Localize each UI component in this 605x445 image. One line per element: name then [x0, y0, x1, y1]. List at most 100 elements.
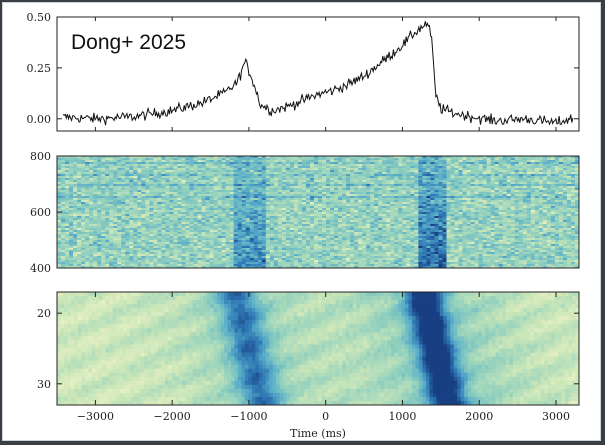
waterfall-cell: [334, 166, 339, 169]
waterfall-cell: [354, 196, 359, 199]
waterfall-cell: [205, 160, 210, 163]
waterfall-cell: [346, 160, 351, 163]
waterfall-cell: [97, 168, 102, 171]
waterfall-cell: [61, 172, 66, 175]
waterfall-cell: [169, 198, 174, 201]
waterfall-cell: [482, 174, 488, 177]
waterfall-cell: [189, 210, 194, 213]
waterfall-cell: [410, 198, 415, 201]
waterfall-cell: [478, 184, 484, 187]
waterfall-cell: [454, 202, 459, 205]
waterfall-cell: [313, 196, 319, 199]
waterfall-cell: [69, 214, 74, 217]
waterfall-cell: [129, 176, 134, 179]
waterfall-cell: [277, 164, 283, 167]
waterfall-cell: [161, 178, 166, 181]
waterfall-cell: [173, 170, 178, 173]
waterfall-cell: [538, 206, 544, 209]
waterfall-cell: [133, 208, 138, 211]
waterfall-cell: [430, 208, 435, 211]
waterfall-cell: [97, 180, 102, 183]
waterfall-cell: [281, 158, 287, 161]
waterfall-cell: [366, 164, 371, 167]
waterfall-cell: [209, 186, 214, 189]
waterfall-cell: [414, 206, 419, 209]
waterfall-cell: [89, 192, 94, 195]
waterfall-cell: [390, 200, 395, 203]
waterfall-cell: [350, 176, 355, 179]
waterfall-cell: [542, 190, 548, 193]
waterfall-cell: [313, 190, 319, 193]
waterfall-cell: [281, 192, 287, 195]
waterfall-cell: [538, 208, 544, 211]
waterfall-cell: [534, 158, 540, 161]
waterfall-cell: [466, 200, 471, 203]
waterfall-cell: [518, 204, 524, 207]
waterfall-cell: [414, 184, 419, 187]
waterfall-cell: [157, 174, 162, 177]
waterfall-cell: [217, 184, 223, 187]
waterfall-cell: [213, 188, 219, 191]
waterfall-cell: [117, 190, 122, 193]
waterfall-cell: [318, 208, 323, 211]
waterfall-cell: [330, 168, 335, 171]
waterfall-cell: [93, 186, 98, 189]
waterfall-cell: [309, 180, 315, 183]
waterfall-cell: [458, 190, 463, 193]
waterfall-cell: [574, 168, 580, 171]
waterfall-cell: [326, 212, 331, 215]
waterfall-cell: [169, 168, 174, 171]
waterfall-cell: [538, 190, 544, 193]
waterfall-cell: [65, 164, 70, 167]
waterfall-cell: [81, 190, 86, 193]
waterfall-cell: [125, 184, 130, 187]
waterfall-cell: [109, 176, 114, 179]
waterfall-cell: [494, 172, 500, 175]
waterfall-cell: [466, 180, 471, 183]
waterfall-cell: [518, 184, 524, 187]
waterfall-cell: [73, 166, 78, 169]
waterfall-cell: [293, 206, 299, 209]
waterfall-cell: [546, 174, 552, 177]
waterfall-cell: [438, 202, 443, 205]
waterfall-cell: [434, 198, 439, 201]
waterfall-cell: [322, 184, 327, 187]
waterfall-cell: [225, 192, 231, 195]
waterfall-cell: [265, 198, 271, 201]
waterfall-cell: [350, 168, 355, 171]
waterfall-cell: [558, 170, 564, 173]
waterfall-cell: [470, 198, 475, 201]
waterfall-cell: [414, 180, 419, 183]
waterfall-cell: [77, 194, 82, 197]
waterfall-cell: [438, 158, 443, 161]
waterfall-cell: [305, 162, 311, 165]
waterfall-cell: [386, 164, 391, 167]
waterfall-cell: [145, 204, 150, 207]
waterfall-cell: [133, 172, 138, 175]
waterfall-cell: [77, 200, 82, 203]
waterfall-cell: [313, 180, 319, 183]
waterfall-cell: [354, 156, 359, 159]
waterfall-cell: [121, 196, 126, 199]
waterfall-cell: [510, 182, 516, 185]
waterfall-cell: [177, 166, 182, 169]
waterfall-cell: [474, 170, 480, 173]
waterfall-cell: [165, 184, 170, 187]
waterfall-cell: [73, 198, 78, 201]
waterfall-cell: [165, 164, 170, 167]
waterfall-cell: [301, 162, 307, 165]
waterfall-cell: [346, 194, 351, 197]
waterfall-cell: [129, 214, 134, 217]
waterfall-cell: [213, 162, 219, 165]
waterfall-cell: [293, 160, 299, 163]
waterfall-cell: [209, 192, 214, 195]
waterfall-cell: [161, 174, 166, 177]
waterfall-cell: [518, 176, 524, 179]
waterfall-cell: [530, 194, 536, 197]
waterfall-cell: [201, 188, 206, 191]
waterfall-cell: [133, 182, 138, 185]
waterfall-cell: [510, 206, 516, 209]
waterfall-cell: [442, 180, 447, 183]
waterfall-cell: [69, 160, 74, 163]
waterfall-cell: [93, 180, 98, 183]
